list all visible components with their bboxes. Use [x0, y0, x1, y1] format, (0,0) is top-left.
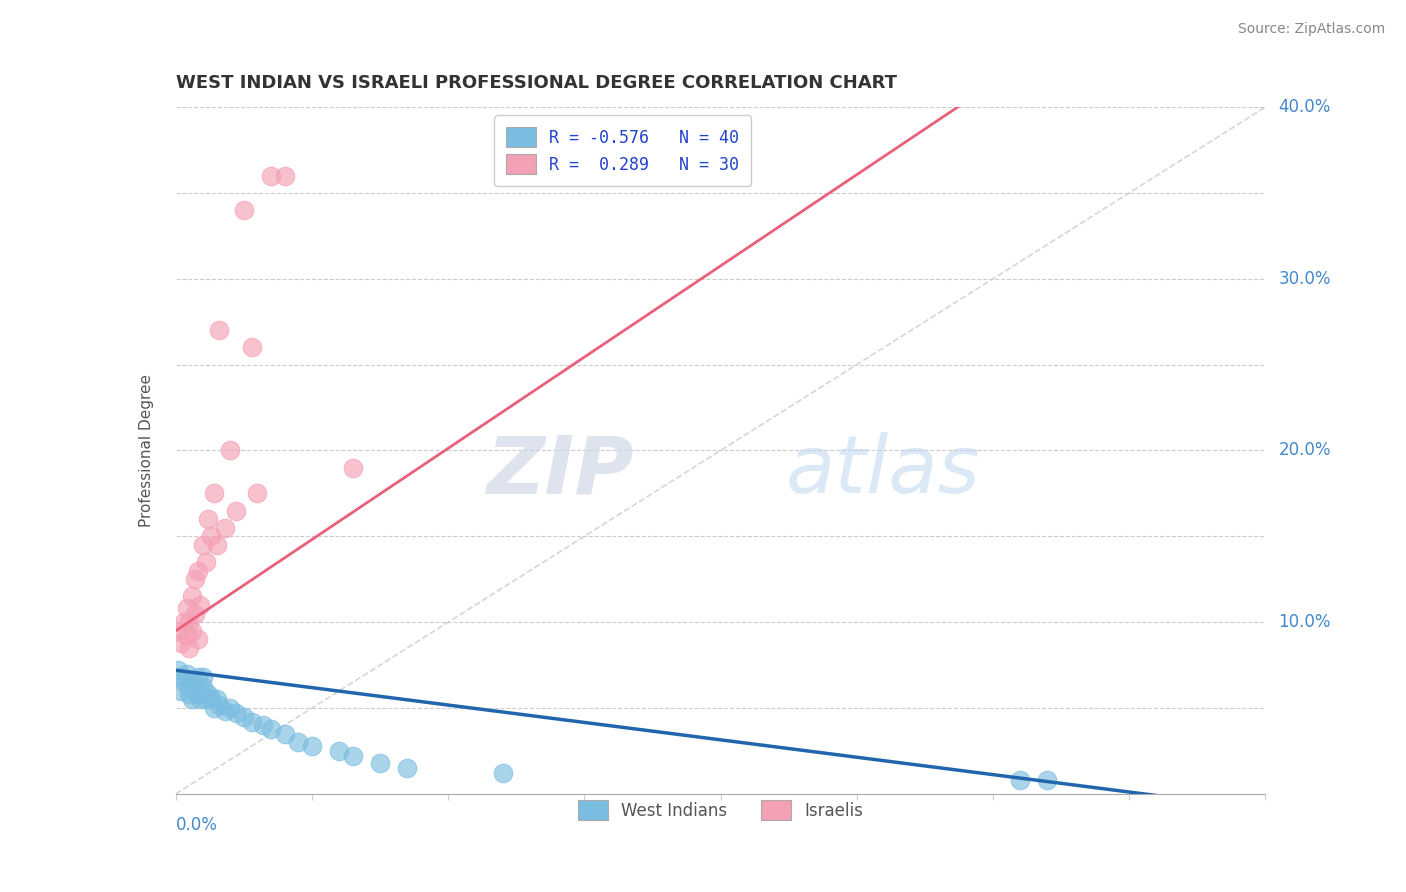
Point: [368, 756, 391, 770]
Point: [179, 615, 201, 630]
Point: [184, 607, 207, 621]
Point: [191, 670, 214, 684]
Point: [1036, 773, 1059, 788]
Point: [194, 692, 217, 706]
Point: [240, 714, 263, 729]
Point: [219, 701, 242, 715]
Point: [181, 590, 204, 604]
Point: [170, 636, 193, 650]
Point: [176, 601, 198, 615]
Point: [287, 735, 309, 749]
Point: [200, 690, 222, 705]
Point: [167, 624, 190, 638]
Point: [214, 705, 236, 719]
Point: [274, 727, 297, 741]
Text: 10.0%: 10.0%: [1278, 613, 1331, 632]
Point: [301, 739, 323, 753]
Point: [342, 749, 364, 764]
Point: [208, 323, 231, 337]
Point: [186, 687, 209, 701]
Point: [176, 629, 198, 643]
Point: [191, 538, 214, 552]
Point: [240, 340, 263, 354]
Point: [225, 706, 247, 721]
Point: [396, 761, 419, 775]
Point: [179, 640, 201, 655]
Legend: West Indians, Israelis: West Indians, Israelis: [565, 787, 876, 834]
Point: [181, 692, 204, 706]
Point: [232, 202, 254, 217]
Point: [184, 572, 207, 586]
Point: [214, 521, 236, 535]
Text: WEST INDIAN VS ISRAELI PROFESSIONAL DEGREE CORRELATION CHART: WEST INDIAN VS ISRAELI PROFESSIONAL DEGR…: [176, 74, 897, 92]
Point: [173, 615, 195, 630]
Text: 30.0%: 30.0%: [1278, 269, 1331, 288]
Y-axis label: Professional Degree: Professional Degree: [139, 374, 155, 527]
Point: [197, 512, 219, 526]
Point: [179, 681, 201, 695]
Text: Source: ZipAtlas.com: Source: ZipAtlas.com: [1237, 22, 1385, 37]
Text: 20.0%: 20.0%: [1278, 442, 1331, 459]
Point: [274, 169, 297, 183]
Point: [208, 698, 231, 712]
Point: [200, 529, 222, 543]
Point: [202, 486, 225, 500]
Point: [246, 486, 269, 500]
Point: [179, 687, 201, 701]
Point: [186, 670, 209, 684]
Point: [188, 692, 211, 706]
Point: [197, 687, 219, 701]
Point: [252, 718, 274, 732]
Text: 40.0%: 40.0%: [1278, 98, 1331, 116]
Point: [186, 632, 209, 647]
Point: [173, 675, 195, 690]
Point: [167, 663, 190, 677]
Text: 0.0%: 0.0%: [176, 816, 218, 834]
Point: [225, 503, 247, 517]
Point: [328, 744, 350, 758]
Point: [205, 692, 228, 706]
Point: [170, 683, 193, 698]
Text: ZIP: ZIP: [486, 432, 633, 510]
Point: [342, 460, 364, 475]
Point: [202, 701, 225, 715]
Point: [260, 722, 283, 736]
Point: [184, 683, 207, 698]
Point: [188, 598, 211, 612]
Point: [260, 169, 283, 183]
Point: [176, 666, 198, 681]
Point: [194, 555, 217, 569]
Point: [184, 681, 207, 695]
Point: [170, 670, 193, 684]
Point: [181, 624, 204, 638]
Point: [1010, 773, 1032, 788]
Text: atlas: atlas: [786, 432, 981, 510]
Point: [181, 675, 204, 690]
Point: [191, 681, 214, 695]
Point: [186, 564, 209, 578]
Point: [188, 683, 211, 698]
Point: [232, 709, 254, 723]
Point: [492, 766, 515, 780]
Point: [205, 538, 228, 552]
Point: [219, 443, 242, 458]
